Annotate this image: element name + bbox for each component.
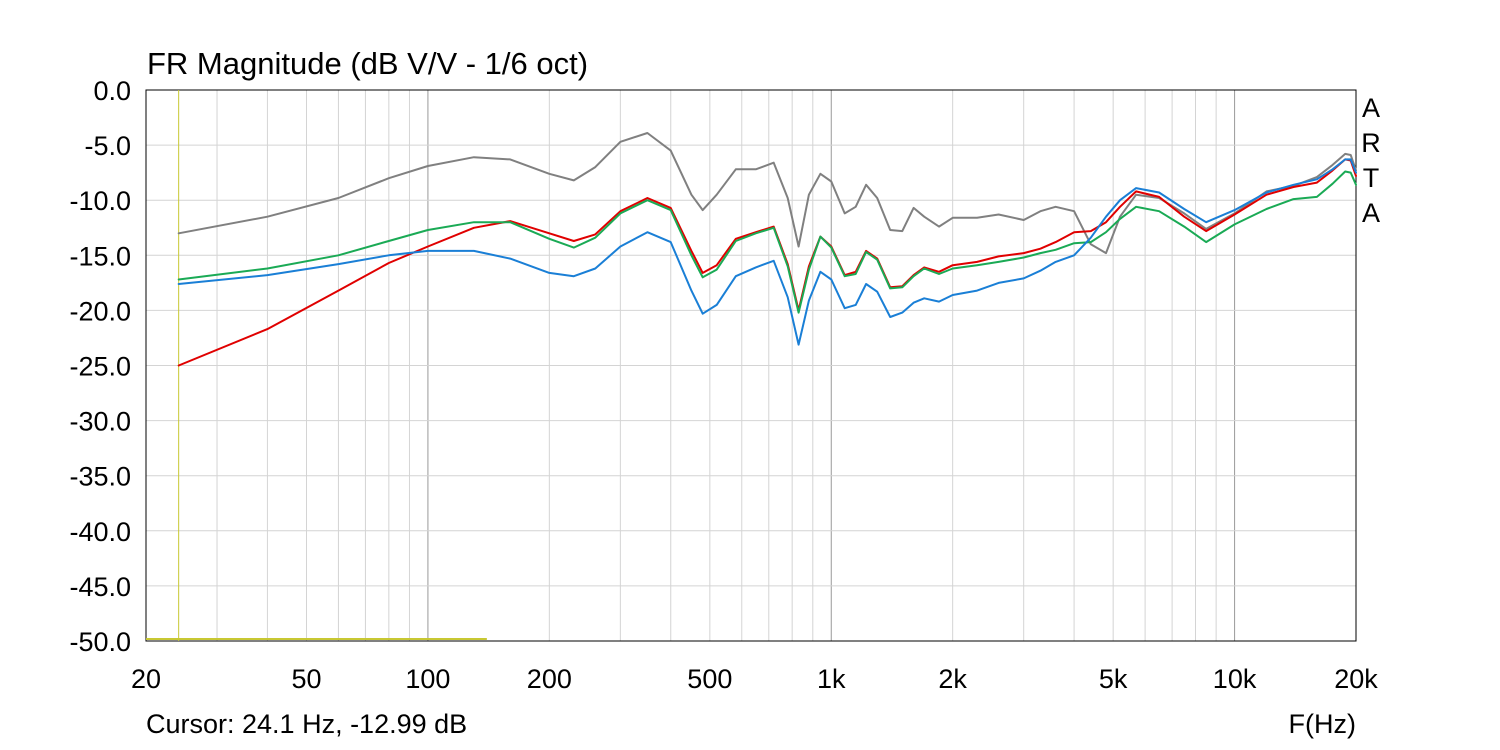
y-tick-label: -35.0 (69, 462, 131, 492)
plot-frame (145, 89, 1357, 642)
chart-title: FR Magnitude (dB V/V - 1/6 oct) (147, 46, 588, 81)
y-tick-label: -30.0 (69, 407, 131, 437)
watermark-letter: T (1363, 163, 1380, 193)
x-tick-label: 500 (687, 664, 732, 694)
grid (146, 90, 1356, 641)
x-tick-label: 10k (1213, 664, 1257, 694)
cursor-readout: Cursor: 24.1 Hz, -12.99 dB (146, 709, 467, 739)
series-gray (177, 132, 1357, 255)
x-tick-label: 20 (131, 664, 161, 694)
series-layer (177, 132, 1357, 367)
y-tick-label: -10.0 (69, 186, 131, 216)
y-tick-labels: 0.0 -5.0 -10.0 -15.0 -20.0 -25.0 -30.0 -35.0 -40… (69, 76, 131, 657)
x-tick-label: 20k (1334, 664, 1378, 694)
watermark-letter: A (1362, 198, 1380, 228)
y-tick-label: -5.0 (84, 131, 131, 161)
y-tick-label: -45.0 (69, 572, 131, 602)
y-tick-label: -40.0 (69, 517, 131, 547)
x-tick-label: 1k (817, 664, 846, 694)
y-tick-label: -25.0 (69, 352, 131, 382)
y-tick-label: -15.0 (69, 241, 131, 271)
x-tick-label: 5k (1099, 664, 1128, 694)
y-tick-label: 0.0 (93, 76, 131, 106)
x-tick-label: 2k (938, 664, 967, 694)
x-tick-label: 100 (405, 664, 450, 694)
x-tick-labels: 20 50 100 200 500 1k 2k 5k 10k 20k (131, 664, 1378, 694)
x-axis-label: F(Hz) (1289, 709, 1356, 739)
watermark-letter: R (1361, 128, 1381, 158)
y-tick-label: -50.0 (69, 627, 131, 657)
watermark-letter: A (1362, 93, 1380, 123)
series-green (177, 170, 1357, 314)
y-tick-label: -20.0 (69, 296, 131, 326)
series-blue (177, 158, 1357, 346)
x-tick-label: 200 (527, 664, 572, 694)
x-tick-label: 50 (291, 664, 321, 694)
